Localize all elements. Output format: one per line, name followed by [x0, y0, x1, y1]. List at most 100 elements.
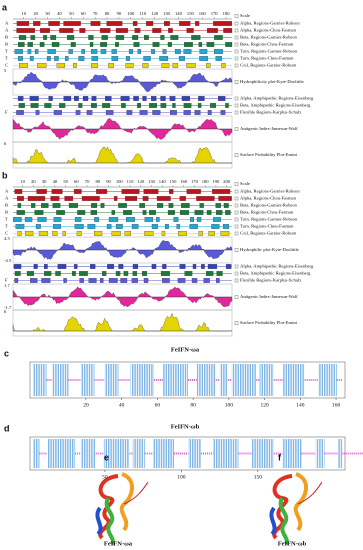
track-legend-box	[234, 271, 239, 276]
region-block	[143, 278, 149, 283]
helix-block	[103, 439, 130, 468]
track-axis-label: 4.5	[4, 236, 10, 241]
region-block	[57, 264, 67, 269]
region-block	[115, 224, 123, 229]
helix-block	[282, 364, 305, 396]
region-block	[164, 224, 169, 229]
helix-block	[130, 364, 154, 396]
region-block	[220, 110, 226, 115]
region-block	[203, 278, 210, 283]
region-block	[76, 231, 82, 236]
region-block	[68, 49, 73, 54]
region-block	[16, 210, 25, 215]
scale-tick-label: 90	[106, 179, 111, 184]
track-name: Alpha, Regions-Garnier-Robson	[240, 21, 300, 27]
track-name: Beta, Regions-Garnier-Robson	[240, 35, 298, 41]
axis-tick-label: 140	[296, 402, 305, 408]
region-block	[82, 96, 89, 101]
region-block	[183, 103, 192, 108]
region-block	[48, 21, 60, 26]
region-block	[181, 203, 190, 208]
panel-label: b	[2, 170, 8, 180]
region-block	[179, 196, 186, 201]
track-name: Hydrophilic plot-Kyte-Doolittle	[240, 247, 299, 252]
region-block	[111, 210, 115, 215]
region-block	[213, 217, 221, 222]
region-block	[50, 35, 57, 40]
scale-tick-label: 160	[180, 179, 188, 184]
region-block	[41, 278, 51, 283]
track-legend-box	[234, 182, 239, 186]
scale-tick-label: 100	[116, 179, 124, 184]
region-block	[134, 28, 141, 33]
track-legend-box	[234, 103, 239, 108]
region-block	[108, 278, 118, 283]
region-block	[152, 42, 160, 47]
region-block	[37, 217, 47, 222]
track-code: F	[5, 110, 8, 115]
region-block	[13, 217, 22, 222]
helix-block	[219, 364, 228, 396]
structure-caption: FeIFN-ωb	[278, 540, 307, 547]
region-block	[125, 56, 130, 61]
region-block	[15, 224, 25, 229]
region-block	[125, 196, 138, 201]
region-block	[35, 224, 41, 229]
region-block	[132, 264, 139, 269]
scale-tick-label: 80	[96, 179, 101, 184]
scale-tick-label: 190	[212, 179, 220, 184]
region-block	[196, 196, 215, 201]
track-name: Scale	[240, 181, 250, 186]
region-block	[194, 210, 204, 215]
region-block	[215, 56, 222, 61]
scale-tick-label: 70	[93, 11, 98, 16]
region-block	[39, 42, 45, 47]
region-block	[137, 103, 142, 108]
scale-tick-label: 100	[127, 11, 135, 16]
region-block	[132, 271, 138, 276]
plot-frame	[12, 309, 233, 337]
region-block	[183, 49, 192, 54]
region-block	[27, 49, 32, 54]
protein-structure	[269, 472, 323, 546]
region-block	[14, 278, 19, 283]
helix-block	[231, 364, 257, 396]
helix-block	[315, 439, 325, 468]
region-block	[151, 224, 158, 229]
region-block	[53, 217, 62, 222]
track-code: C	[5, 231, 8, 236]
region-block	[149, 103, 158, 108]
region-block	[191, 278, 198, 283]
track-legend-box	[234, 295, 239, 299]
region-block	[25, 231, 34, 236]
region-block	[74, 224, 84, 229]
region-block	[213, 21, 232, 26]
region-block	[17, 196, 24, 201]
scale-tick-label: 20	[31, 179, 36, 184]
region-block	[163, 21, 170, 26]
region-block	[88, 35, 94, 40]
region-block	[207, 110, 212, 115]
track-code: B	[5, 203, 8, 208]
track-name: Alpha, Amphipathic Regions-Eisenberg	[240, 96, 314, 102]
helix-block	[282, 439, 302, 468]
scale-tick-label: 130	[163, 11, 171, 16]
region-block	[216, 210, 223, 215]
track-legend-box	[234, 217, 239, 222]
region-block	[206, 28, 218, 33]
region-block	[105, 110, 114, 115]
panel-label: a	[2, 2, 8, 12]
region-block	[51, 42, 60, 47]
region-block	[221, 63, 226, 68]
region-block	[139, 203, 145, 208]
region-block	[186, 63, 196, 68]
track-legend-box	[234, 63, 239, 68]
region-block	[113, 196, 118, 201]
track-legend-box	[234, 203, 239, 208]
panel-label: f	[278, 452, 282, 462]
region-block	[87, 224, 96, 229]
region-block	[128, 49, 134, 54]
track-code: T	[5, 217, 8, 222]
region-block	[63, 21, 81, 26]
region-block	[206, 63, 211, 68]
